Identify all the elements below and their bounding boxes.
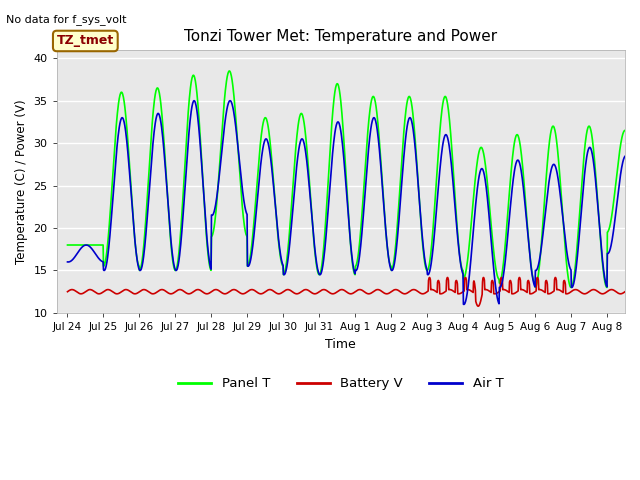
Panel T — [632, 198, 640, 204]
Battery V — [632, 290, 640, 296]
Panel T — [154, 85, 161, 91]
Air T — [330, 140, 337, 145]
Air T — [340, 164, 348, 170]
Line: Panel T: Panel T — [67, 71, 640, 288]
Panel T — [603, 285, 611, 290]
Battery V — [330, 291, 337, 297]
Battery V — [63, 289, 71, 295]
Title: Tonzi Tower Met: Temperature and Power: Tonzi Tower Met: Temperature and Power — [184, 29, 497, 44]
Battery V — [576, 289, 584, 295]
Line: Battery V: Battery V — [67, 277, 640, 306]
Battery V — [492, 291, 499, 297]
Panel T — [639, 229, 640, 235]
Air T — [576, 224, 584, 229]
Y-axis label: Temperature (C) / Power (V): Temperature (C) / Power (V) — [15, 99, 28, 264]
Battery V — [474, 303, 482, 309]
Text: No data for f_sys_volt: No data for f_sys_volt — [6, 14, 127, 25]
Battery V — [154, 289, 161, 295]
Battery V — [552, 275, 559, 280]
Battery V — [639, 289, 640, 295]
X-axis label: Time: Time — [326, 337, 356, 350]
Legend: Panel T, Battery V, Air T: Panel T, Battery V, Air T — [173, 372, 509, 396]
Air T — [460, 301, 468, 307]
Air T — [492, 284, 499, 290]
Panel T — [340, 148, 348, 154]
Panel T — [226, 68, 234, 74]
Air T — [639, 250, 640, 256]
Air T — [227, 98, 234, 104]
Panel T — [492, 262, 499, 267]
Line: Air T: Air T — [67, 101, 640, 304]
Air T — [63, 259, 71, 265]
Air T — [154, 111, 161, 117]
Text: TZ_tmet: TZ_tmet — [57, 35, 114, 48]
Air T — [632, 215, 640, 220]
Battery V — [340, 288, 348, 293]
Panel T — [576, 210, 584, 216]
Panel T — [330, 99, 337, 105]
Panel T — [63, 242, 71, 248]
